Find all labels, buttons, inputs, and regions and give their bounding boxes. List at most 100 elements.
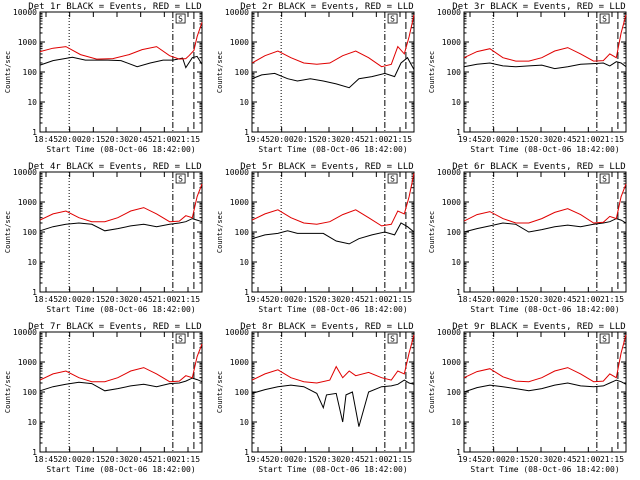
panel-title: Det 7r BLACK = Events, RED = LLD xyxy=(28,322,201,332)
y-tick-label: 1 xyxy=(244,128,249,137)
events-series-line xyxy=(463,379,627,393)
annotation-box xyxy=(387,173,398,184)
detector-panel-9: 1 10 100 1000 10000 19:45 20:00 20:15 20:30 20:45… xyxy=(428,322,627,474)
events-series-line xyxy=(463,218,627,233)
x-tick-label: 18:45 xyxy=(34,455,58,464)
plot-frame xyxy=(251,171,415,293)
x-axis-label: Start Time (08-Oct-06 18:42:00) xyxy=(46,465,195,474)
x-tick-label: 21:00 xyxy=(152,135,176,144)
x-tick-label: 20:00 xyxy=(482,295,506,304)
panel-title: Det 2r BLACK = Events, RED = LLD xyxy=(240,2,413,12)
x-tick-label: 20:00 xyxy=(58,135,82,144)
y-tick-label: 1000 xyxy=(442,198,461,207)
detector-panel-7: 1 10 100 1000 10000 18:45 20:00 20:15 20:30 20:45… xyxy=(4,322,203,474)
annotation-label: S xyxy=(390,335,395,344)
y-tick-label: 10 xyxy=(27,98,37,107)
annotation-label: S xyxy=(602,335,607,344)
y-tick-label: 10000 xyxy=(225,8,249,17)
plot-frame xyxy=(39,11,203,133)
events-series-line xyxy=(463,61,627,70)
annotation-box xyxy=(387,333,398,344)
y-tick-label: 100 xyxy=(235,388,250,397)
x-tick-label: 21:00 xyxy=(576,295,600,304)
x-tick-label: 19:45 xyxy=(246,455,270,464)
x-tick-label: 21:15 xyxy=(600,295,624,304)
y-tick-label: 100 xyxy=(447,228,462,237)
x-axis-label: Start Time (08-Oct-06 18:42:00) xyxy=(470,465,619,474)
x-axis-label: Start Time (08-Oct-06 18:42:00) xyxy=(258,305,407,314)
annotation-box xyxy=(175,173,186,184)
x-tick-label: 20:00 xyxy=(58,295,82,304)
x-tick-label: 18:45 xyxy=(34,135,58,144)
x-tick-label: 20:30 xyxy=(317,455,341,464)
y-tick-label: 100 xyxy=(235,68,250,77)
x-tick-label: 20:00 xyxy=(270,295,294,304)
annotation-label: S xyxy=(602,15,607,24)
y-tick-label: 10000 xyxy=(225,168,249,177)
y-tick-label: 10 xyxy=(239,418,249,427)
x-tick-label: 21:00 xyxy=(152,295,176,304)
x-tick-label: 21:00 xyxy=(152,455,176,464)
x-tick-label: 21:15 xyxy=(388,135,412,144)
y-tick-label: 1 xyxy=(32,288,37,297)
x-tick-label: 21:15 xyxy=(388,455,412,464)
y-tick-label: 1000 xyxy=(18,358,37,367)
x-axis-label: Start Time (08-Oct-06 18:42:00) xyxy=(470,305,619,314)
y-tick-label: 10 xyxy=(451,258,461,267)
x-tick-label: 20:30 xyxy=(529,455,553,464)
x-tick-label: 20:30 xyxy=(105,295,129,304)
annotation-label: S xyxy=(602,175,607,184)
y-tick-label: 1 xyxy=(244,288,249,297)
panel-title: Det 5r BLACK = Events, RED = LLD xyxy=(240,162,413,172)
panel-title: Det 3r BLACK = Events, RED = LLD xyxy=(452,2,625,12)
x-tick-label: 19:45 xyxy=(246,295,270,304)
x-tick-label: 20:45 xyxy=(129,455,153,464)
lld-series-line xyxy=(251,14,415,68)
y-tick-label: 1 xyxy=(456,448,461,457)
annotation-label: S xyxy=(178,175,183,184)
y-tick-label: 1000 xyxy=(18,198,37,207)
lld-series-line xyxy=(39,343,203,383)
x-tick-label: 20:15 xyxy=(293,295,317,304)
events-series-line xyxy=(251,379,415,427)
lld-series-line xyxy=(463,334,627,383)
y-axis-label: Counts/sec xyxy=(428,371,436,413)
x-tick-label: 20:15 xyxy=(81,135,105,144)
y-axis-label: Counts/sec xyxy=(4,211,12,253)
lld-series-line xyxy=(251,334,415,384)
y-axis-label: Counts/sec xyxy=(428,51,436,93)
x-tick-label: 21:15 xyxy=(600,455,624,464)
y-tick-label: 1 xyxy=(456,128,461,137)
x-tick-label: 20:15 xyxy=(505,455,529,464)
x-tick-label: 21:15 xyxy=(388,295,412,304)
x-tick-label: 19:45 xyxy=(458,135,482,144)
y-tick-label: 10000 xyxy=(437,328,461,337)
y-tick-label: 1000 xyxy=(230,38,249,47)
annotation-label: S xyxy=(178,335,183,344)
detector-panel-4: 1 10 100 1000 10000 18:45 20:00 20:15 20:30 20:45… xyxy=(4,162,203,314)
detector-panel-2: 1 10 100 1000 10000 19:45 20:00 20:15 20:30 20:45… xyxy=(216,2,415,154)
x-tick-label: 21:15 xyxy=(176,295,200,304)
y-tick-label: 10000 xyxy=(225,328,249,337)
detector-panel-8: 1 10 100 1000 10000 19:45 20:00 20:15 20:30 20:45… xyxy=(216,322,415,474)
plot-frame xyxy=(463,171,627,293)
x-tick-label: 20:45 xyxy=(341,135,365,144)
detector-panel-3: 1 10 100 1000 10000 19:45 20:00 20:15 20:30 20:45… xyxy=(428,2,627,154)
y-axis-label: Counts/sec xyxy=(428,211,436,253)
x-tick-label: 20:30 xyxy=(105,135,129,144)
y-tick-label: 10 xyxy=(239,258,249,267)
x-axis-label: Start Time (08-Oct-06 18:42:00) xyxy=(258,465,407,474)
y-tick-label: 100 xyxy=(447,68,462,77)
y-tick-label: 10000 xyxy=(13,168,37,177)
y-tick-label: 10000 xyxy=(437,8,461,17)
events-series-line xyxy=(39,55,203,69)
x-tick-label: 21:15 xyxy=(600,135,624,144)
x-tick-label: 18:45 xyxy=(458,295,482,304)
x-tick-label: 21:15 xyxy=(176,135,200,144)
lld-series-line xyxy=(39,22,203,60)
events-series-line xyxy=(251,56,415,89)
x-tick-label: 20:30 xyxy=(317,135,341,144)
x-tick-label: 20:45 xyxy=(553,135,577,144)
panel-title: Det 9r BLACK = Events, RED = LLD xyxy=(452,322,625,332)
